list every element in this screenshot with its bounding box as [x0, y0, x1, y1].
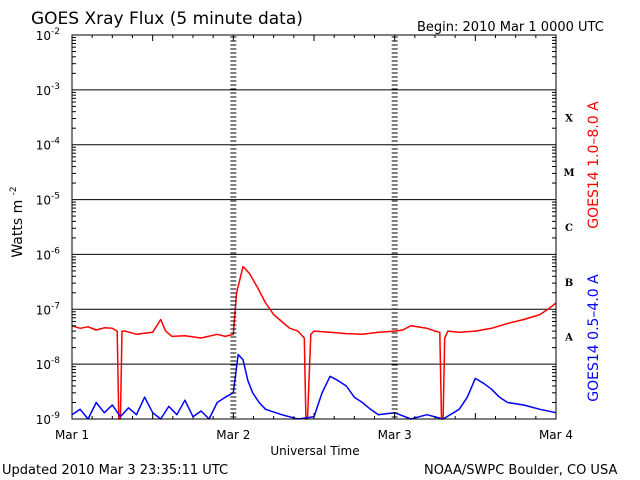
x-tick-label: Mar 4: [539, 428, 573, 442]
y-tick-base: 10: [36, 248, 51, 262]
y-tick-exponent: -2: [51, 27, 60, 37]
begin-label: Begin: 2010 Mar 1 0000 UTC: [417, 20, 604, 35]
y-tick-base: 10: [36, 194, 51, 208]
series-line-long: [71, 265, 557, 420]
x-tick-label: Mar 2: [216, 428, 250, 442]
ticks-layer: [71, 35, 557, 419]
y-axis-title-text: Watts m: [10, 200, 26, 258]
y-tick-exponent: -5: [51, 192, 60, 202]
grid-layer: [72, 89, 556, 365]
y-tick-base: 10: [36, 303, 51, 317]
y-tick-base: 10: [36, 139, 51, 153]
y-tick-exponent: -9: [51, 411, 60, 421]
y-tick-exponent: -8: [51, 356, 60, 366]
y-tick-exponent: -6: [51, 246, 60, 256]
flare-class-a: A: [564, 333, 573, 344]
y-tick-label: 10-4: [36, 137, 61, 153]
legend-short-channel: GOES14 0.5–4.0 A: [586, 274, 602, 402]
series-line-short: [71, 353, 557, 420]
y-tick-label: 10-7: [36, 301, 60, 317]
y-axis-title-sup: -2: [9, 186, 19, 195]
y-tick-exponent: -4: [51, 137, 60, 147]
y-tick-base: 10: [36, 358, 51, 372]
y-tick-label: 10-2: [36, 27, 60, 43]
source-credit: NOAA/SWPC Boulder, CO USA: [424, 463, 617, 478]
svg-text:Watts m -2: Watts m -2: [9, 186, 26, 257]
flare-class-x: X: [565, 113, 573, 124]
y-axis-title: Watts m -2: [9, 186, 26, 257]
y-tick-label: 10-9: [36, 411, 61, 427]
series-layer: [71, 265, 557, 420]
y-tick-base: 10: [36, 29, 51, 43]
legend-long-channel: GOES14 1.0–8.0 A: [586, 101, 602, 229]
updated-timestamp: Updated 2010 Mar 3 23:35:11 UTC: [2, 463, 228, 478]
x-axis-title: Universal Time: [270, 444, 359, 458]
y-tick-label: 10-5: [36, 192, 60, 208]
x-tick-label: Mar 1: [55, 428, 89, 442]
chart-title: GOES Xray Flux (5 minute data): [31, 9, 303, 29]
y-tick-exponent: -3: [51, 82, 60, 92]
flare-class-c: C: [565, 223, 573, 234]
x-tick-label: Mar 3: [378, 428, 412, 442]
flare-class-b: B: [565, 278, 573, 289]
y-tick-label: 10-3: [36, 82, 60, 98]
y-tick-base: 10: [36, 413, 51, 427]
y-tick-label: 10-6: [36, 246, 61, 262]
y-tick-exponent: -7: [51, 301, 60, 311]
y-tick-label: 10-8: [36, 356, 61, 372]
plot-frame: [71, 34, 557, 420]
flare-class-m: M: [563, 168, 574, 179]
y-tick-base: 10: [36, 84, 51, 98]
